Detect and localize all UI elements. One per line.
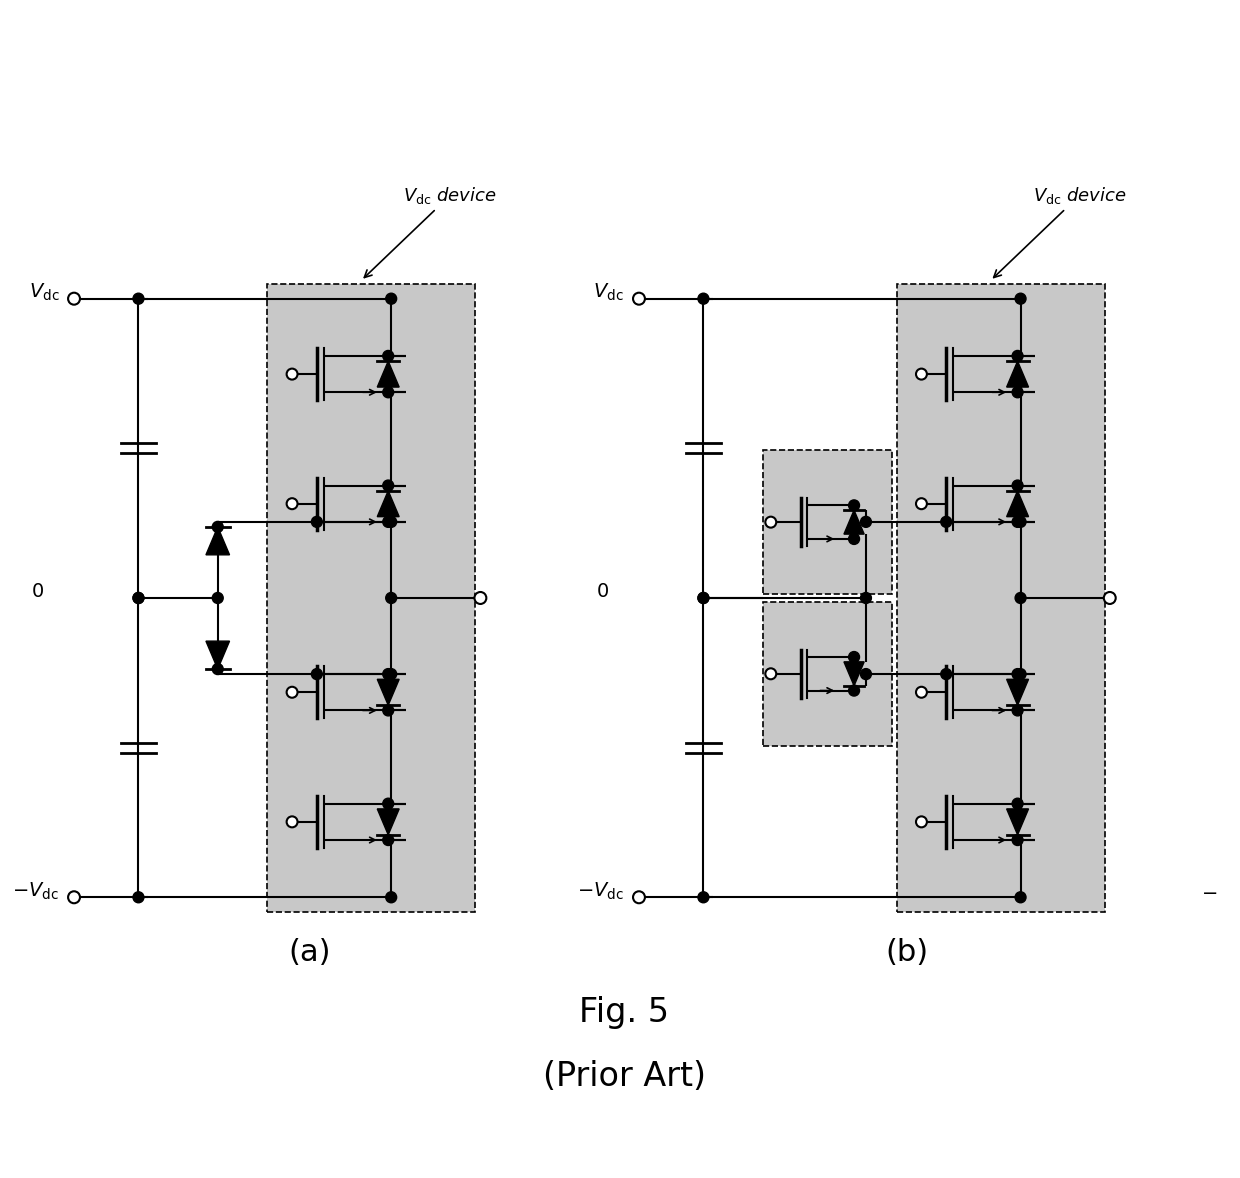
Circle shape <box>383 386 393 398</box>
Text: $V_\mathrm{dc}$: $V_\mathrm{dc}$ <box>29 282 60 304</box>
Circle shape <box>386 593 397 603</box>
Text: $V_\mathrm{dc}$ device: $V_\mathrm{dc}$ device <box>993 185 1126 278</box>
Circle shape <box>212 593 223 603</box>
Circle shape <box>212 663 223 675</box>
Text: $0$: $0$ <box>31 582 45 602</box>
Circle shape <box>383 351 393 362</box>
Circle shape <box>848 686 859 696</box>
Circle shape <box>383 834 393 846</box>
Polygon shape <box>377 680 399 706</box>
Circle shape <box>634 292 645 305</box>
Circle shape <box>386 669 397 680</box>
Circle shape <box>1016 516 1025 528</box>
Circle shape <box>1016 593 1025 603</box>
Text: Fig. 5: Fig. 5 <box>579 995 670 1028</box>
Circle shape <box>916 687 926 697</box>
Circle shape <box>698 892 709 902</box>
Circle shape <box>1016 293 1025 304</box>
Polygon shape <box>206 641 229 669</box>
Circle shape <box>848 534 859 544</box>
Circle shape <box>286 687 298 697</box>
Polygon shape <box>844 662 864 686</box>
Circle shape <box>383 481 393 491</box>
Circle shape <box>765 517 776 528</box>
Bar <box>763 602 892 746</box>
Circle shape <box>383 516 393 528</box>
Circle shape <box>1012 834 1023 846</box>
Circle shape <box>286 816 298 827</box>
Circle shape <box>916 816 926 827</box>
Circle shape <box>1012 669 1023 680</box>
Circle shape <box>133 293 144 304</box>
Circle shape <box>133 892 144 902</box>
Circle shape <box>698 293 709 304</box>
Circle shape <box>386 516 397 528</box>
Circle shape <box>1016 669 1025 680</box>
Bar <box>897 284 1105 912</box>
Text: $-V_\mathrm{dc}$: $-V_\mathrm{dc}$ <box>577 881 624 902</box>
Polygon shape <box>206 527 229 555</box>
Circle shape <box>212 522 223 532</box>
Circle shape <box>286 369 298 379</box>
Text: (b): (b) <box>885 938 929 967</box>
Circle shape <box>916 498 926 509</box>
Text: (Prior Art): (Prior Art) <box>543 1060 706 1093</box>
Circle shape <box>68 892 79 904</box>
Text: $V_\mathrm{dc}$ device: $V_\mathrm{dc}$ device <box>365 185 497 278</box>
Polygon shape <box>1007 680 1028 706</box>
Circle shape <box>68 292 79 305</box>
Circle shape <box>861 516 872 528</box>
Circle shape <box>286 498 298 509</box>
Circle shape <box>383 704 393 716</box>
Circle shape <box>386 892 397 902</box>
Circle shape <box>861 669 872 680</box>
Circle shape <box>311 669 322 680</box>
Circle shape <box>133 593 144 603</box>
Circle shape <box>1012 516 1023 528</box>
Circle shape <box>1016 892 1025 902</box>
Circle shape <box>848 651 859 662</box>
Circle shape <box>916 369 926 379</box>
Circle shape <box>634 892 645 904</box>
Circle shape <box>1012 351 1023 362</box>
Circle shape <box>941 516 951 528</box>
Circle shape <box>1104 593 1116 604</box>
Text: $-$: $-$ <box>1200 882 1216 901</box>
Circle shape <box>311 516 322 528</box>
Polygon shape <box>1007 362 1028 388</box>
Circle shape <box>383 669 393 680</box>
Polygon shape <box>1007 809 1028 835</box>
Circle shape <box>698 593 709 603</box>
Polygon shape <box>1007 491 1028 517</box>
Polygon shape <box>844 510 864 534</box>
Polygon shape <box>377 491 399 517</box>
Text: $V_\mathrm{dc}$: $V_\mathrm{dc}$ <box>594 282 624 304</box>
Bar <box>268 284 475 912</box>
Circle shape <box>698 593 709 603</box>
Circle shape <box>1012 799 1023 809</box>
Text: (a): (a) <box>288 938 331 967</box>
Circle shape <box>1012 481 1023 491</box>
Circle shape <box>475 593 486 604</box>
Circle shape <box>133 593 144 603</box>
Text: $0$: $0$ <box>596 582 609 602</box>
Bar <box>763 450 892 594</box>
Circle shape <box>383 799 393 809</box>
Circle shape <box>848 499 859 511</box>
Circle shape <box>941 669 951 680</box>
Circle shape <box>1012 386 1023 398</box>
Circle shape <box>386 293 397 304</box>
Polygon shape <box>377 809 399 835</box>
Polygon shape <box>377 362 399 388</box>
Circle shape <box>765 668 776 680</box>
Circle shape <box>861 593 872 603</box>
Text: $-V_\mathrm{dc}$: $-V_\mathrm{dc}$ <box>12 881 60 902</box>
Circle shape <box>1012 704 1023 716</box>
